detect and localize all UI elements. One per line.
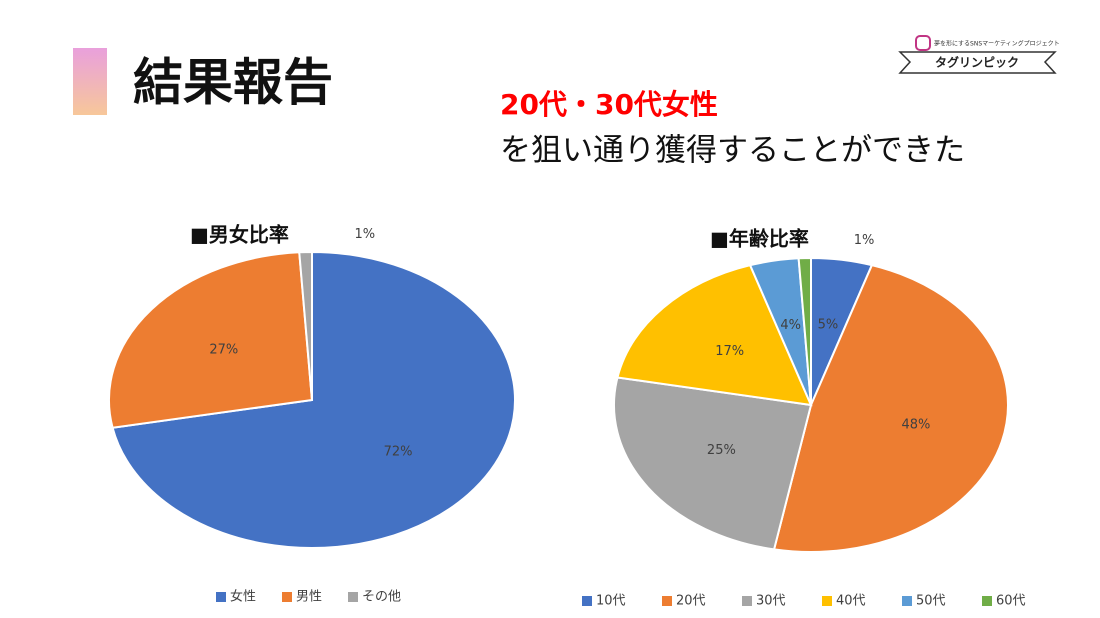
slice-label: 72% — [384, 444, 413, 459]
headline: を狙い通り獲得することができた — [500, 133, 965, 169]
headline-highlight: 20代・30代女性 — [500, 88, 718, 121]
legend-label: 女性 — [230, 589, 256, 605]
legend-swatch — [662, 596, 672, 606]
pie-slice — [772, 264, 1009, 553]
legend-swatch — [216, 592, 226, 602]
legend-swatch — [742, 596, 752, 606]
legend-swatch — [348, 592, 358, 602]
slice-label: 5% — [818, 318, 839, 333]
slide-title: 結果報告 — [133, 54, 333, 112]
pie-slice — [111, 250, 516, 549]
legend-label: 10代 — [596, 594, 626, 609]
pie-slice — [108, 251, 314, 429]
legend-swatch — [902, 596, 912, 606]
slice-label: 1% — [355, 227, 376, 242]
logo: 夢を形にするSNSマーケティングプロジェクト タグリンピック — [898, 35, 1060, 74]
legend-label: 男性 — [296, 590, 322, 605]
legend-label: 20代 — [676, 594, 706, 609]
slice-label: 25% — [707, 443, 736, 458]
pie-slice — [797, 256, 812, 406]
slice-label: 17% — [715, 344, 744, 359]
title-accent — [73, 48, 107, 115]
pie-slice — [616, 264, 813, 407]
legend-swatch — [282, 592, 292, 602]
logo-caption: 夢を形にするSNSマーケティングプロジェクト — [934, 40, 1060, 48]
legend-label: その他 — [362, 590, 401, 605]
legend-label: 30代 — [756, 594, 786, 609]
slice-label: 1% — [854, 233, 875, 248]
chart-title: ■男女比率 — [190, 223, 289, 247]
legend-label: 40代 — [836, 594, 866, 609]
legend-label: 60代 — [996, 594, 1026, 609]
slice-label: 48% — [901, 418, 930, 433]
legend-swatch — [822, 596, 832, 606]
logo-ribbon — [898, 51, 1057, 74]
legend-label: 50代 — [916, 594, 946, 609]
logo-name: タグリンピック — [935, 55, 1019, 70]
logo-icon — [915, 35, 931, 51]
chart-title: ■年齢比率 — [710, 227, 809, 251]
legend-swatch — [982, 596, 992, 606]
pie-slice — [298, 250, 313, 401]
slice-label: 27% — [209, 343, 238, 358]
legend-swatch — [582, 596, 592, 606]
pie-slice — [613, 376, 813, 551]
slice-label: 4% — [780, 318, 801, 333]
